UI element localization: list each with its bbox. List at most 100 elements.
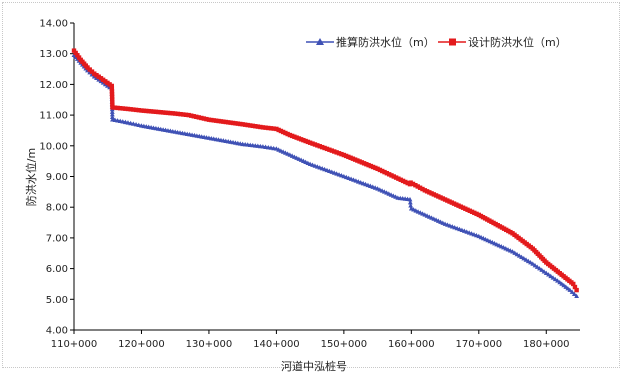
series-2-point <box>415 184 420 189</box>
y-tick-group: 4.00 5.00 6.00 7.00 8.00 9.00 10.00 11.00 12.00 1… <box>39 19 74 337</box>
series-2-point <box>396 176 401 181</box>
x-tick-label: 110+000 <box>51 339 98 350</box>
series-2-point <box>322 145 327 151</box>
series-2-point <box>410 181 416 187</box>
series-2-point <box>96 74 101 79</box>
series-group <box>71 48 580 299</box>
series-2-point <box>199 115 204 121</box>
series-2-point <box>305 139 311 145</box>
series-2-point <box>109 86 115 91</box>
series-2-point <box>283 130 288 136</box>
y-tick-label: 11.00 <box>39 111 68 122</box>
series-1-point <box>407 199 413 205</box>
series-2-point <box>75 53 80 58</box>
x-tick-label: 130+000 <box>186 339 233 350</box>
series-1-point <box>109 109 115 114</box>
series-1-point <box>109 114 115 119</box>
series-2-point <box>303 138 308 144</box>
series-2-point <box>368 163 374 169</box>
series-2-point <box>201 116 207 121</box>
series-1-point <box>133 122 139 127</box>
series-2-point <box>131 107 136 112</box>
series-1-point <box>91 74 97 79</box>
series-2-point <box>348 155 353 160</box>
series-2-point <box>451 201 457 206</box>
series-1-point <box>136 122 142 128</box>
series-2-point <box>209 117 214 123</box>
series-1-point <box>534 264 540 269</box>
series-2-point <box>163 110 168 115</box>
series-2-point <box>386 172 392 177</box>
y-tick-label: 9.00 <box>46 172 68 183</box>
series-2-point <box>158 110 163 115</box>
legend-marker-series-1 <box>316 38 324 45</box>
series-2-point <box>294 135 299 140</box>
series-2-point <box>315 143 320 148</box>
series-1-point <box>407 196 413 202</box>
x-tick-label: 180+000 <box>523 339 570 350</box>
x-tick-group: 110+000 120+000 130+000 140+000 150+000 160+0… <box>51 330 570 350</box>
x-tick-label: 150+000 <box>321 339 368 350</box>
series-2-point <box>204 116 209 122</box>
series-2-point <box>301 137 306 143</box>
series-1-point <box>541 269 547 274</box>
series-2-point <box>447 199 452 204</box>
series-2-point <box>278 128 284 134</box>
series-2-point <box>196 115 202 120</box>
legend: 推算防洪水位（m） 设计防洪水位（m） <box>306 35 567 49</box>
series-1-point <box>539 267 545 272</box>
series-2-point <box>436 194 441 199</box>
series-2-point <box>296 136 302 141</box>
series-2-point <box>420 186 425 192</box>
series-2-point <box>327 147 332 152</box>
legend-label-series-2: 设计防洪水位（m） <box>468 35 567 49</box>
series-2-point <box>160 110 166 115</box>
series-2-point <box>458 204 464 209</box>
series-2-point <box>271 126 276 131</box>
series-2-point <box>417 185 423 190</box>
series-2-point <box>115 105 120 111</box>
series-2-point <box>355 158 360 163</box>
series-2-point <box>194 114 199 120</box>
series-2-point <box>380 168 385 174</box>
series-2-point <box>213 118 219 123</box>
series-2-point <box>366 162 371 168</box>
series-2-point <box>431 192 437 197</box>
series-2-point <box>85 65 90 70</box>
series-2-point <box>375 166 380 172</box>
series-2-point <box>440 196 446 201</box>
series-2-point <box>263 125 268 130</box>
series-2-point <box>357 159 362 164</box>
y-tick-label: 5.00 <box>46 295 68 306</box>
series-2-point <box>280 129 286 135</box>
series-2-point <box>310 141 315 146</box>
series-1-point <box>128 120 134 126</box>
series-2-point <box>71 48 77 53</box>
series-2-point <box>364 162 369 167</box>
series-2-point <box>287 132 293 138</box>
series-2-point <box>472 210 477 216</box>
series-1-point <box>569 289 575 294</box>
series-2-point <box>206 117 212 122</box>
series-2-point <box>218 119 224 124</box>
series-2-point <box>361 161 367 166</box>
series-2-point <box>433 193 439 198</box>
series-2-point <box>422 188 428 193</box>
series-2-point <box>136 107 141 113</box>
series-2-point <box>165 110 171 116</box>
series-2-point <box>266 125 271 131</box>
series-2-point <box>334 150 339 155</box>
series-2-point <box>191 114 196 119</box>
y-tick-label: 7.00 <box>46 233 68 244</box>
series-2-point <box>87 67 92 72</box>
series-2-point <box>350 156 356 161</box>
series-2-point <box>109 83 114 89</box>
series-2-point <box>574 287 579 293</box>
series-line-1 <box>73 54 578 297</box>
series-2-point <box>467 208 473 213</box>
series-2-point <box>400 178 406 184</box>
series-2-point <box>424 189 430 194</box>
series-1-point <box>546 272 551 277</box>
series-2-point <box>240 122 245 127</box>
